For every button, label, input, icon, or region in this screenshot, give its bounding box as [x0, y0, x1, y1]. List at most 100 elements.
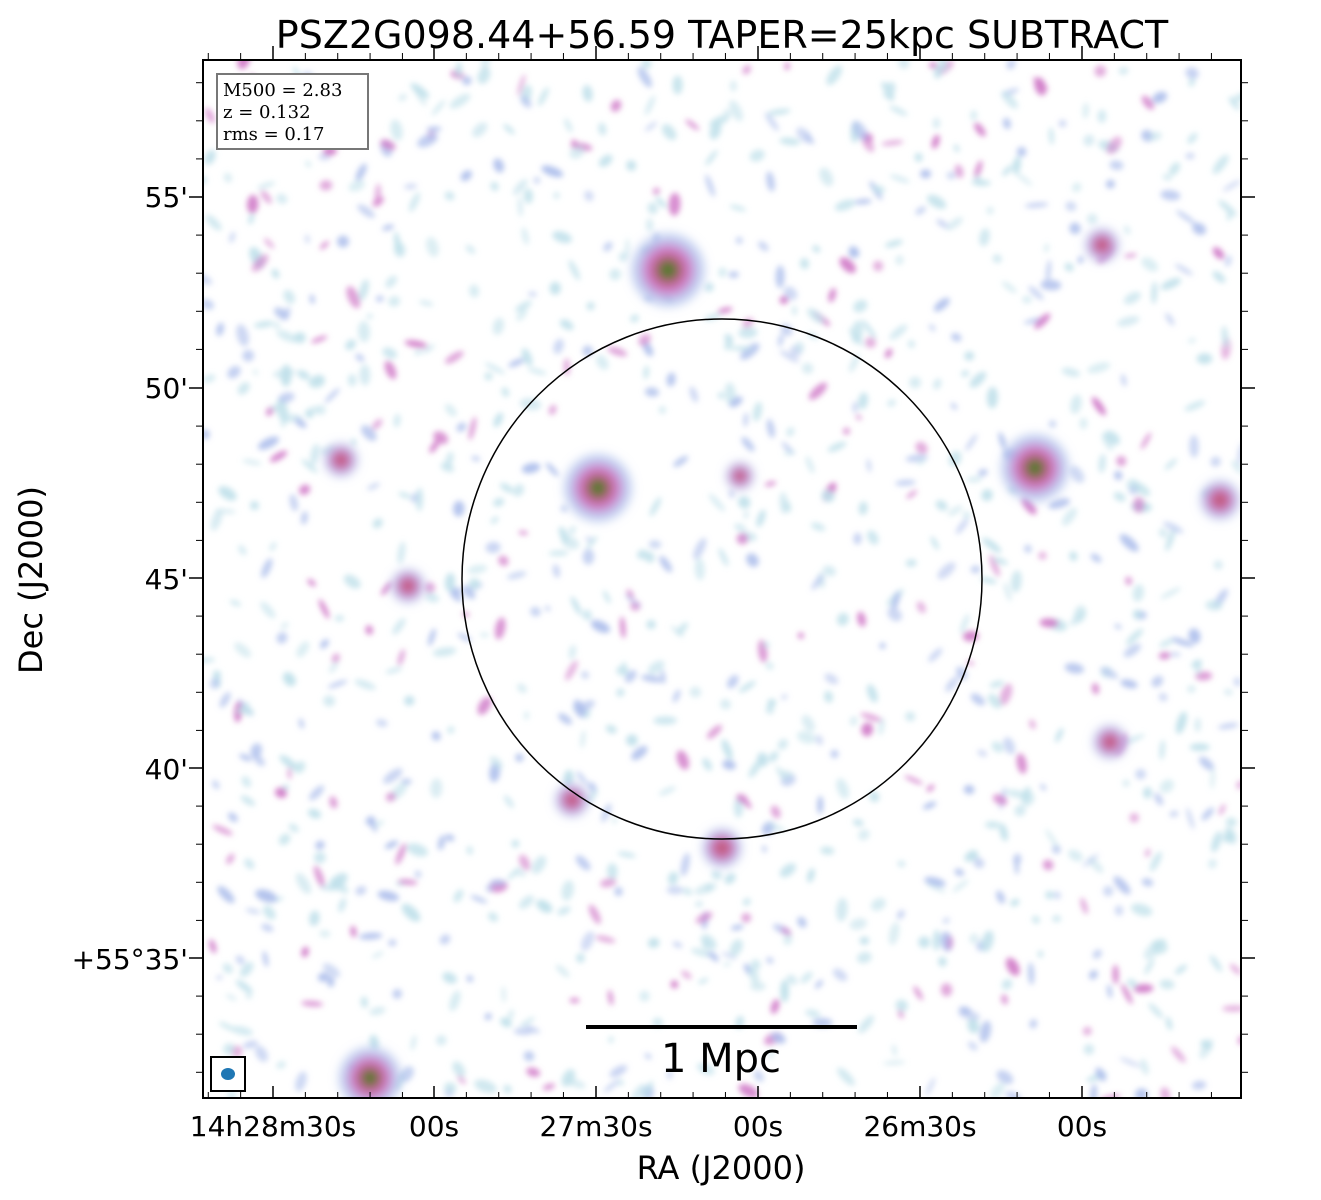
source-blob	[400, 578, 416, 594]
noise-blob	[521, 227, 529, 245]
y-tick-label: 55'	[145, 181, 188, 214]
noise-blob	[315, 404, 326, 415]
noise-blob	[603, 1079, 620, 1093]
noise-blob	[278, 833, 291, 846]
noise-blob	[301, 459, 318, 474]
noise-blob	[741, 913, 752, 923]
noise-blob	[960, 613, 970, 634]
noise-blob	[836, 897, 848, 922]
noise-blob	[327, 976, 335, 988]
noise-blob	[519, 1016, 535, 1028]
noise-blob	[1040, 279, 1062, 291]
noise-blob	[849, 353, 860, 373]
noise-blob	[1114, 470, 1123, 481]
noise-blob	[607, 346, 628, 357]
noise-blob	[603, 590, 611, 604]
noise-blob	[895, 255, 904, 265]
noise-blob	[824, 673, 839, 685]
noise-blob	[815, 734, 823, 746]
noise-blob	[666, 885, 684, 895]
noise-blob	[644, 387, 660, 397]
noise-blob	[1135, 768, 1146, 780]
noise-blob	[235, 979, 253, 994]
noise-blob	[1098, 453, 1106, 473]
noise-blob	[518, 895, 535, 909]
noise-blob	[738, 496, 751, 509]
noise-blob	[1130, 903, 1153, 917]
noise-blob	[295, 1071, 307, 1092]
cluster-region-circle	[461, 318, 983, 840]
chart-title: PSZ2G098.44+56.59 TAPER=25kpc SUBTRACT	[276, 13, 1169, 57]
noise-blob	[401, 903, 421, 922]
noise-blob	[970, 110, 978, 121]
noise-blob	[639, 990, 650, 1002]
noise-blob	[468, 578, 480, 590]
noise-blob	[235, 955, 245, 965]
noise-blob	[616, 688, 625, 697]
noise-blob	[987, 693, 1002, 709]
noise-blob	[996, 1070, 1014, 1085]
noise-blob	[647, 660, 665, 675]
noise-blob	[742, 65, 751, 75]
noise-blob	[1229, 963, 1241, 975]
noise-blob	[457, 632, 472, 642]
noise-blob	[493, 497, 505, 507]
noise-blob	[1070, 394, 1082, 414]
noise-blob	[973, 857, 985, 869]
noise-blob	[374, 820, 385, 827]
noise-blob	[580, 730, 586, 749]
noise-blob	[905, 559, 917, 567]
noise-blob	[477, 696, 492, 715]
source-blob	[657, 259, 679, 281]
noise-blob	[926, 883, 947, 893]
noise-blob	[569, 997, 580, 1004]
noise-blob	[814, 979, 824, 989]
noise-blob	[584, 190, 594, 202]
noise-blob	[1125, 628, 1144, 645]
noise-blob	[288, 823, 299, 833]
noise-blob	[447, 726, 455, 734]
noise-blob	[828, 288, 837, 303]
noise-blob	[934, 63, 943, 79]
noise-blob	[1001, 979, 1013, 990]
noise-blob	[608, 1036, 614, 1044]
noise-blob	[721, 739, 733, 760]
noise-blob	[300, 511, 308, 525]
noise-blob	[670, 980, 679, 989]
noise-blob	[630, 314, 640, 323]
noise-blob	[366, 313, 373, 319]
noise-blob	[786, 974, 798, 985]
noise-blob	[928, 647, 943, 663]
noise-blob	[694, 558, 705, 581]
noise-blob	[832, 968, 848, 982]
noise-blob	[836, 778, 850, 799]
noise-blob	[358, 932, 383, 940]
noise-blob	[906, 490, 918, 499]
noise-blob	[852, 120, 868, 141]
noise-blob	[917, 457, 926, 466]
noise-blob	[354, 679, 376, 690]
noise-blob	[1158, 651, 1171, 660]
noise-blob	[498, 555, 509, 566]
noise-blob	[240, 795, 256, 806]
noise-blob	[334, 615, 345, 622]
noise-blob	[1088, 970, 1098, 980]
noise-blob	[471, 456, 481, 462]
noise-blob	[1021, 497, 1037, 515]
y-tick-label: 50'	[145, 372, 188, 405]
noise-blob	[499, 482, 514, 493]
noise-blob	[810, 522, 826, 532]
noise-blob	[612, 816, 617, 824]
noise-blob	[298, 718, 305, 729]
noise-blob	[558, 713, 573, 725]
noise-blob	[853, 299, 868, 313]
noise-blob	[506, 571, 527, 580]
noise-blob	[974, 122, 986, 137]
noise-blob	[272, 368, 296, 378]
noise-blob	[743, 510, 749, 520]
noise-blob	[881, 140, 904, 146]
noise-blob	[313, 851, 326, 864]
noise-blob	[795, 341, 805, 353]
image-background	[203, 60, 1241, 1098]
noise-blob	[800, 971, 813, 984]
